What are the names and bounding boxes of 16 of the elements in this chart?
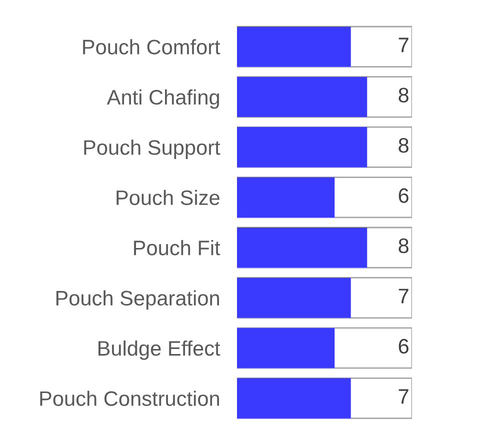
data-label: 7: [398, 389, 408, 404]
data-label: 6: [398, 338, 408, 354]
y-tick-label: Pouch Construction: [40, 390, 219, 406]
data-label: 7: [398, 288, 408, 304]
y-tick-label: Pouch Fit: [134, 240, 220, 256]
y-tick-label: Pouch Separation: [56, 290, 219, 310]
data-label: 6: [398, 188, 408, 203]
y-tick-label: Buldge Effect: [98, 340, 220, 360]
y-tick-label: Pouch Support: [84, 140, 220, 160]
data-label: 8: [398, 138, 408, 153]
y-tick-label: Pouch Size: [116, 190, 220, 206]
data-label: 8: [398, 88, 408, 103]
y-tick-label: Anti Chafing: [106, 89, 219, 109]
data-label: 7: [398, 38, 408, 52]
y-tick-label: Pouch Comfort: [83, 39, 220, 54]
data-label: 8: [398, 238, 408, 254]
